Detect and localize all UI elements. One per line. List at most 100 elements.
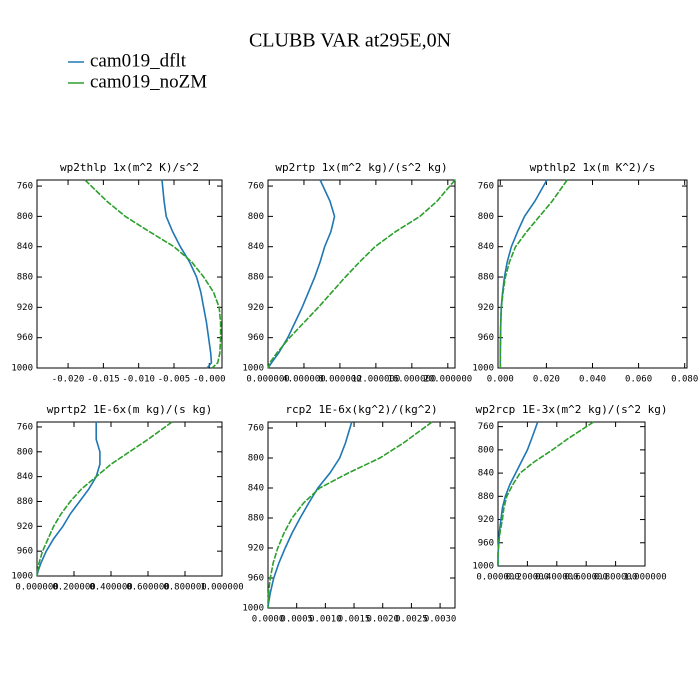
x-tick-label: 0.0025: [395, 615, 428, 625]
plot-frame: [36, 179, 223, 369]
y-tick-label: 760: [17, 182, 33, 192]
y-tick-label: 760: [248, 182, 264, 192]
y-tick-label: 960: [478, 333, 494, 343]
series-line: [497, 421, 594, 566]
y-tick-label: 800: [17, 447, 33, 457]
y-tick-label: 920: [17, 303, 33, 313]
x-tick-label: 0.600000: [126, 583, 169, 593]
x-tick-label: 0.200000: [506, 573, 549, 583]
y-tick-label: 760: [248, 424, 264, 434]
x-tick-label: 0.200000: [52, 583, 95, 593]
y-tick-label: 1000: [472, 364, 494, 374]
panel-title: wp2thlp 1x(m^2 K)/s^2: [60, 161, 199, 174]
x-tick-label: 12.000000: [351, 375, 400, 385]
x-tick-label: 0.000000: [246, 375, 289, 385]
x-tick-label: -0.020: [52, 375, 85, 385]
x-tick-label: 0.0005: [280, 615, 313, 625]
y-tick-label: 1000: [11, 572, 33, 582]
x-tick-label: 0.400000: [89, 583, 132, 593]
panel-title: wpthlp2 1x(m K^2)/s: [530, 161, 656, 174]
series-line: [161, 179, 213, 369]
y-tick-label: 920: [478, 515, 494, 525]
series-line: [84, 179, 222, 369]
series-line: [499, 179, 568, 368]
plot-frame: [497, 179, 688, 369]
y-tick-label: 840: [17, 472, 33, 482]
x-tick-label: 4.000000: [282, 375, 325, 385]
plot-frame: [36, 421, 223, 577]
x-tick-label: 0.0010: [309, 615, 342, 625]
x-tick-label: -0.010: [122, 375, 155, 385]
y-tick-label: 960: [478, 538, 494, 548]
y-tick-label: 840: [478, 242, 494, 252]
x-tick-label: 0.0020: [366, 615, 399, 625]
y-tick-label: 880: [17, 497, 33, 507]
plot-frame: [267, 421, 456, 609]
panel-title: rcp2 1E-6x(kg^2)/(kg^2): [285, 403, 437, 416]
legend-label: cam019_noZM: [90, 71, 207, 92]
plot-frame: [497, 421, 646, 567]
y-tick-label: 920: [478, 303, 494, 313]
x-tick-label: 1.000000: [623, 573, 666, 583]
plot-frame: [267, 179, 456, 369]
x-tick-label: 0.0000: [252, 615, 285, 625]
figure-title: CLUBB VAR at295E,0N: [249, 30, 451, 52]
y-tick-label: 800: [478, 445, 494, 455]
y-tick-label: 760: [17, 422, 33, 432]
y-tick-label: 960: [248, 574, 264, 584]
y-tick-label: 920: [248, 544, 264, 554]
x-tick-label: 0.000000: [15, 583, 58, 593]
series-line: [36, 421, 173, 577]
x-tick-label: 0.060: [625, 375, 652, 385]
y-tick-label: 840: [478, 469, 494, 479]
y-tick-label: 800: [248, 454, 264, 464]
y-tick-label: 920: [248, 303, 264, 313]
x-tick-label: 20.000000: [423, 375, 472, 385]
x-tick-label: 0.0030: [424, 615, 457, 625]
x-tick-label: 0.800000: [594, 573, 637, 583]
series-line: [267, 421, 433, 608]
y-tick-label: 800: [17, 212, 33, 222]
series-line: [499, 179, 548, 368]
y-tick-label: 880: [248, 273, 264, 283]
x-tick-label: 0.600000: [565, 573, 608, 583]
legend-label: cam019_dflt: [90, 50, 187, 71]
y-tick-label: 840: [17, 242, 33, 252]
x-tick-label: 1.000000: [200, 583, 243, 593]
y-tick-label: 760: [478, 422, 494, 432]
x-tick-label: 16.000000: [387, 375, 436, 385]
y-tick-label: 1000: [242, 604, 264, 614]
y-tick-label: 880: [17, 273, 33, 283]
x-tick-label: -0.005: [158, 375, 191, 385]
x-tick-label: -0.015: [87, 375, 120, 385]
y-tick-label: 960: [17, 333, 33, 343]
y-tick-label: 1000: [242, 364, 264, 374]
series-line: [267, 179, 336, 369]
y-tick-label: 840: [248, 484, 264, 494]
x-tick-label: 0.400000: [535, 573, 578, 583]
series-line: [497, 421, 539, 566]
y-tick-label: 800: [478, 212, 494, 222]
x-tick-label: 0.0015: [338, 615, 371, 625]
y-tick-label: 840: [248, 242, 264, 252]
x-tick-label: -0.000: [193, 375, 226, 385]
y-tick-label: 1000: [11, 364, 33, 374]
y-tick-label: 800: [248, 212, 264, 222]
x-tick-label: 0.040: [579, 375, 606, 385]
y-tick-label: 880: [478, 273, 494, 283]
x-tick-label: 0.800000: [163, 583, 206, 593]
panel-title: wprtp2 1E-6x(m kg)/(s kg): [47, 403, 213, 416]
series-line: [36, 422, 101, 577]
y-tick-label: 760: [478, 182, 494, 192]
panel-title: wp2rtp 1x(m^2 kg)/(s^2 kg): [275, 161, 447, 174]
y-tick-label: 880: [248, 514, 264, 524]
panel-title: wp2rcp 1E-3x(m^2 kg)/(s^2 kg): [475, 403, 667, 416]
series-line: [267, 179, 456, 369]
series-line: [267, 421, 353, 609]
x-tick-label: 0.000: [487, 375, 514, 385]
y-tick-label: 1000: [472, 562, 494, 572]
y-tick-label: 960: [17, 547, 33, 557]
x-tick-label: 0.080: [671, 375, 698, 385]
y-tick-label: 880: [478, 492, 494, 502]
